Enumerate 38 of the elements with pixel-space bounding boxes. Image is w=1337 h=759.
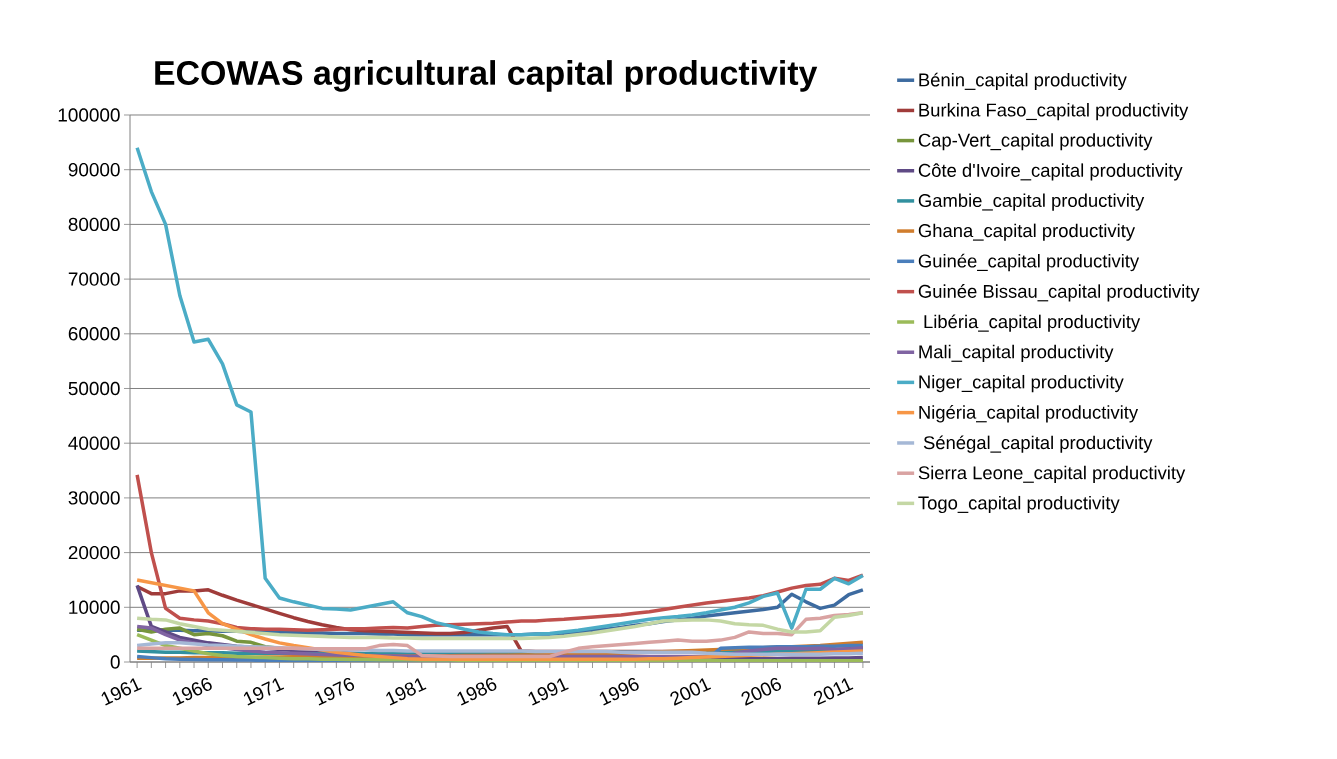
y-tick-label: 50000 — [68, 381, 120, 396]
legend-label: Côte d'Ivoire_capital productivity — [918, 163, 1183, 181]
y-tick-label: 80000 — [68, 217, 120, 232]
chart-title: ECOWAS agricultural capital productivity — [155, 60, 818, 92]
x-tick-label: 1996 — [599, 677, 639, 706]
y-tick-label: 10000 — [69, 600, 120, 614]
legend-label: Guinée_capital productivity — [918, 253, 1140, 272]
legend-label: Nigéria_capital productivity — [919, 405, 1139, 423]
legend-label: Bénin_capital productivity — [919, 72, 1127, 91]
y-tick-label: 30000 — [68, 491, 120, 505]
legend-label: Gambie_capital productivity — [918, 193, 1145, 211]
y-tick-label: 40000 — [68, 436, 120, 450]
x-tick-label: 2001 — [670, 678, 712, 706]
x-tick-label: 2011 — [813, 678, 854, 706]
y-tick-label: 60000 — [68, 327, 120, 341]
y-tick-label: 0 — [110, 655, 120, 669]
x-tick-label: 1976 — [315, 677, 355, 706]
legend-label: Ghana_capital productivity — [918, 223, 1136, 241]
x-tick-label: 1961 — [101, 678, 142, 706]
legend-label: Guinée Bissau_capital productivity — [918, 284, 1200, 302]
legend-label: Sierra Leone_capital productivity — [918, 465, 1186, 483]
legend-label: Mali_capital productivity — [919, 344, 1114, 363]
y-tick-label: 20000 — [68, 545, 120, 560]
x-tick-label: 2006 — [741, 677, 782, 706]
x-tick-label: 1986 — [457, 677, 497, 706]
x-tick-label: 1981 — [386, 678, 427, 706]
legend-label: Cap-Vert_capital productivity — [918, 133, 1153, 151]
legend-label: Burkina Faso_capital productivity — [919, 103, 1189, 121]
y-tick-label: 100000 — [58, 108, 120, 122]
x-tick-label: 1991 — [528, 678, 569, 706]
x-tick-label: 1971 — [243, 678, 285, 706]
legend-label: Togo_capital productivity — [918, 495, 1120, 514]
y-tick-label: 90000 — [68, 162, 120, 177]
x-tick-label: 1966 — [172, 677, 212, 706]
legend-label: Sénégal_capital productivity — [923, 435, 1153, 453]
legend-label: Niger_capital productivity — [919, 374, 1124, 393]
legend-label: Libéria_capital productivity — [924, 314, 1141, 332]
y-tick-label: 70000 — [68, 272, 120, 286]
